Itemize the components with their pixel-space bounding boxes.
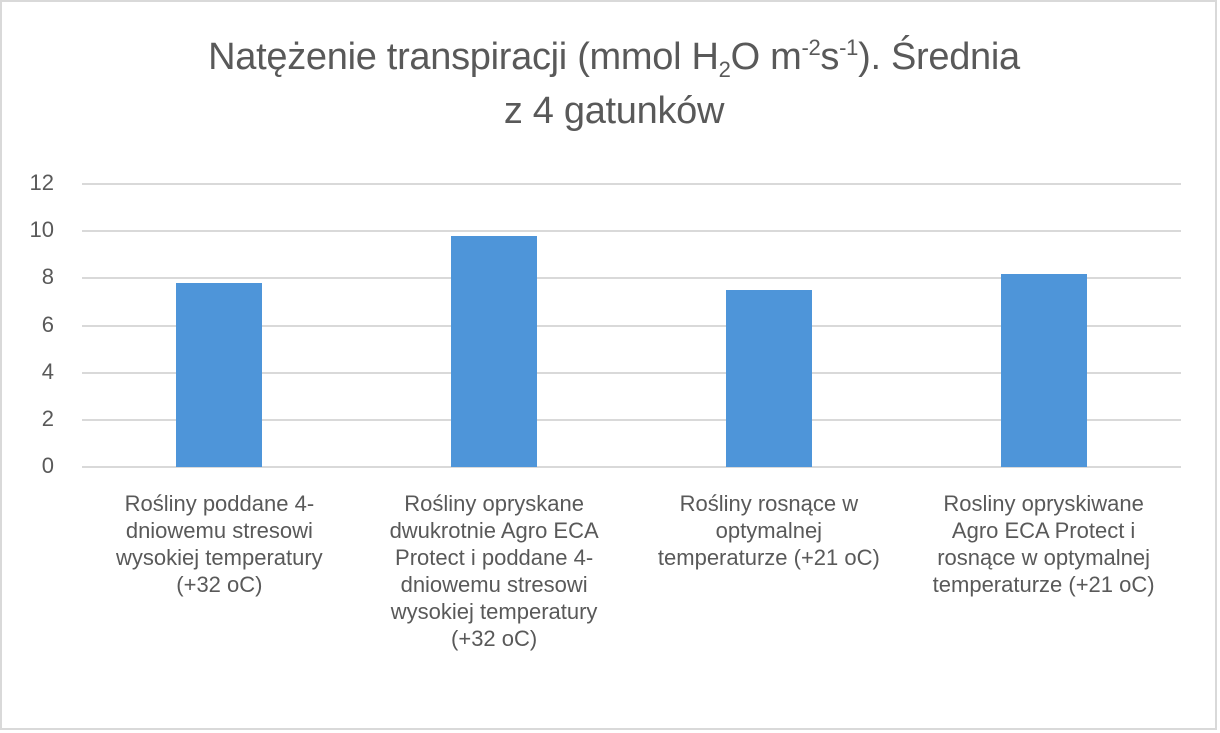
gridline: [82, 324, 1181, 327]
gridline: [82, 277, 1181, 280]
x-tick-label: Rośliny opryskane dwukrotnie Agro ECA Pr…: [389, 491, 599, 651]
gridline: [82, 418, 1181, 421]
bar: [176, 283, 263, 467]
y-tick-label: 4: [41, 358, 54, 384]
x-tick-label: Rośliny poddane 4- dniowemu stresowi wys…: [116, 491, 323, 597]
x-tick-label: Rośliny rosnące w optymalnej temperaturz…: [657, 491, 880, 570]
title-text-line2: z 4 gatunków: [503, 90, 725, 132]
x-tick-label: Rosliny opryskiwane Agro ECA Protect i r…: [932, 491, 1155, 597]
gridline: [82, 371, 1181, 374]
y-tick-label: 6: [41, 311, 54, 337]
bar: [725, 290, 812, 467]
gridline: [82, 466, 1181, 468]
chart-title: Natężenie transpiracji (mmol H2O m-2s-1)…: [0, 30, 1220, 138]
title-text: Natężenie transpiracji (mmol H: [208, 36, 719, 78]
bar: [451, 235, 538, 467]
bar: [1000, 273, 1087, 467]
title-text: ). Średnia: [858, 36, 1020, 78]
title-subscript: 2: [718, 57, 731, 82]
y-tick-label: 0: [41, 453, 54, 478]
title-text: s: [820, 36, 840, 78]
title-text: O m: [730, 36, 802, 78]
plot-area: [82, 183, 1181, 468]
y-tick-label: 10: [29, 217, 54, 243]
y-tick-label: 12: [29, 170, 54, 195]
y-tick-label: 8: [41, 264, 54, 290]
y-tick-label: 2: [41, 405, 54, 431]
gridline: [82, 183, 1181, 185]
title-superscript: -1: [839, 35, 859, 60]
title-superscript: -2: [801, 35, 821, 60]
gridline: [82, 230, 1181, 233]
